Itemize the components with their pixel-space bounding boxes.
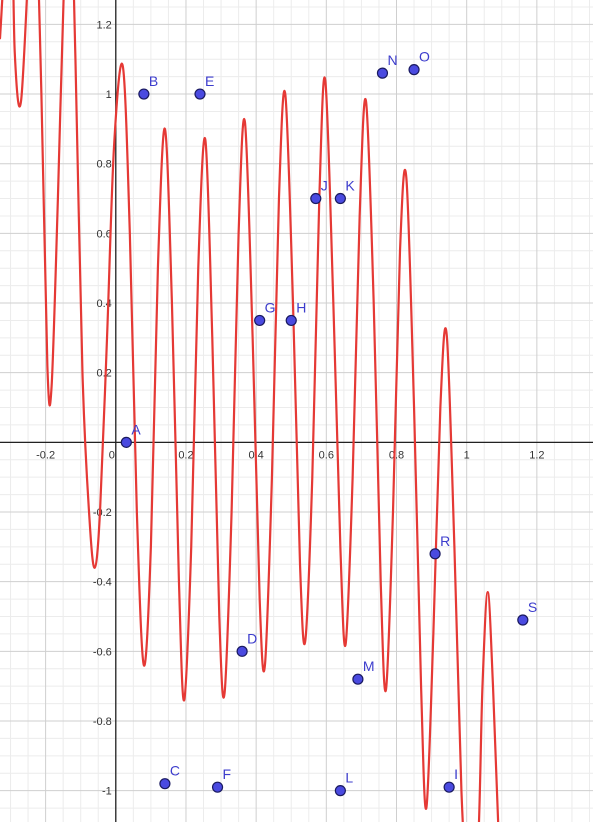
x-tick-label: 1 <box>464 449 470 461</box>
point-H[interactable]: H <box>285 299 306 327</box>
y-tick-label: 0.2 <box>96 368 111 380</box>
point-L[interactable]: L <box>334 770 353 797</box>
point-I[interactable]: I <box>443 766 458 793</box>
point-label: D <box>247 630 257 646</box>
y-tick-label: 0.4 <box>96 298 111 310</box>
y-tick-label: -0.6 <box>93 646 112 658</box>
tick-labels: -0.2 0 0.2 0.4 0.6 0.8 1 1.21.210.80.60.40.2-0.… <box>36 19 544 797</box>
x-tick-label: 1.2 <box>529 449 544 461</box>
point-M[interactable]: M <box>352 658 375 685</box>
y-tick-label: -0.2 <box>93 507 112 519</box>
point-marker[interactable] <box>352 673 364 685</box>
point-O[interactable]: O <box>408 49 430 76</box>
point-marker[interactable] <box>334 785 346 797</box>
point-label: O <box>419 49 430 65</box>
point-A[interactable]: A <box>120 421 141 448</box>
point-marker[interactable] <box>310 192 322 205</box>
point-label: G <box>265 299 276 315</box>
point-label: J <box>321 178 328 194</box>
point-marker[interactable] <box>408 64 420 76</box>
point-K[interactable]: K <box>334 178 355 205</box>
y-tick-label: -0.8 <box>93 716 112 728</box>
point-label: H <box>296 299 306 315</box>
point-label: N <box>387 52 397 68</box>
point-label: I <box>454 766 458 782</box>
point-marker[interactable] <box>254 314 266 327</box>
point-marker[interactable] <box>443 781 455 793</box>
y-tick-label: 0.6 <box>96 228 111 240</box>
point-marker[interactable] <box>211 781 224 793</box>
point-label: R <box>440 533 450 549</box>
point-label: A <box>131 421 141 437</box>
point-D[interactable]: D <box>236 630 257 657</box>
x-tick-label: 0 <box>109 449 115 461</box>
point-C[interactable]: C <box>159 763 180 790</box>
point-S[interactable]: S <box>517 599 537 626</box>
x-tick-label: 0.6 <box>319 449 334 461</box>
point-E[interactable]: E <box>194 73 214 100</box>
x-tick-label: 0.8 <box>389 449 404 461</box>
y-tick-label: -1 <box>102 786 112 798</box>
point-marker[interactable] <box>429 548 441 560</box>
point-N[interactable]: N <box>376 52 398 79</box>
point-label: M <box>363 658 375 674</box>
x-tick-label: -0.2 <box>36 449 55 461</box>
point-marker[interactable] <box>376 67 389 79</box>
point-B[interactable]: B <box>138 73 158 100</box>
point-marker[interactable] <box>285 314 297 327</box>
point-J[interactable]: J <box>310 178 328 205</box>
point-label: B <box>149 73 158 89</box>
y-tick-label: 1.2 <box>96 19 111 31</box>
point-marker[interactable] <box>236 645 248 657</box>
point-marker[interactable] <box>138 88 150 100</box>
points: A B C D E F G H I J K L M N O R S <box>120 49 537 797</box>
point-marker[interactable] <box>159 778 171 790</box>
y-tick-label: 1 <box>106 89 112 101</box>
point-G[interactable]: G <box>254 299 276 327</box>
x-tick-label: 0.2 <box>178 449 193 461</box>
point-marker[interactable] <box>194 88 206 100</box>
y-tick-label: 0.8 <box>96 159 111 171</box>
point-F[interactable]: F <box>211 766 232 793</box>
point-label: F <box>223 766 232 782</box>
point-label: K <box>345 178 355 194</box>
point-label: L <box>345 770 353 786</box>
point-label: C <box>170 763 180 779</box>
point-marker[interactable] <box>334 192 346 205</box>
point-label: S <box>528 599 537 615</box>
point-marker[interactable] <box>120 436 132 448</box>
y-tick-label: -0.4 <box>93 577 112 589</box>
point-label: E <box>205 73 214 89</box>
point-marker[interactable] <box>517 614 529 626</box>
function-curve <box>0 0 500 822</box>
point-R[interactable]: R <box>429 533 450 560</box>
